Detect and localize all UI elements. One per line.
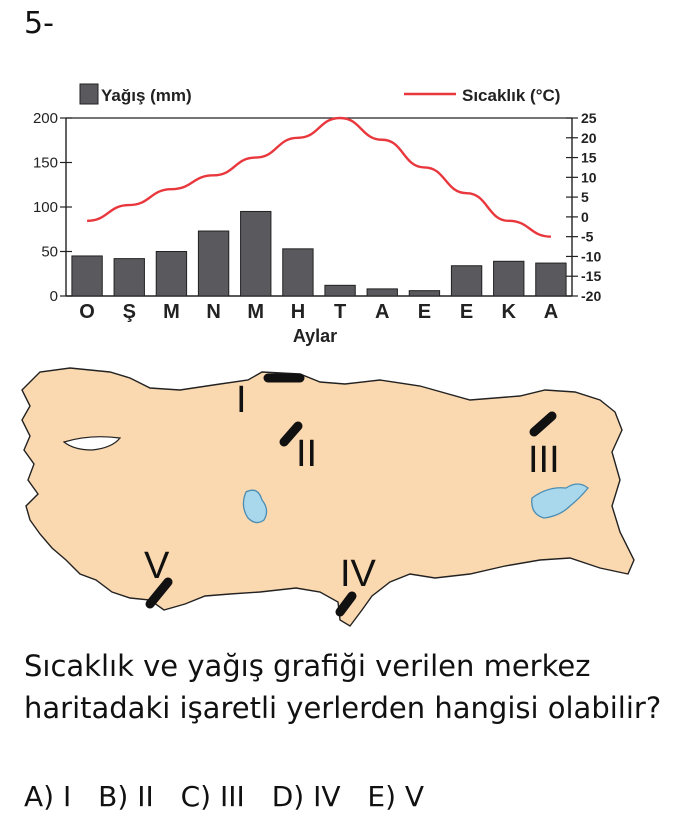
precipitation-bar [240, 210, 272, 297]
question-line-2: haritadaki işaretli yerlerden hangisi ol… [24, 691, 662, 725]
marker-II-label: II [296, 433, 317, 475]
month-label: N [206, 301, 220, 323]
right-tick-label: -5 [581, 229, 594, 245]
option-e[interactable]: E) V [367, 780, 425, 813]
tuz-lake [242, 489, 268, 524]
temperature-line [87, 116, 551, 238]
option-a[interactable]: A) I [24, 780, 72, 813]
left-tick-label: 50 [41, 244, 58, 261]
precipitation-bar [282, 248, 314, 297]
x-axis-title: Aylar [293, 326, 337, 346]
precipitation-bar [71, 255, 103, 297]
right-tick-label: 15 [581, 150, 597, 166]
precipitation-bar [535, 262, 567, 297]
month-label: E [418, 301, 431, 323]
left-tick-label: 200 [33, 110, 58, 127]
legend-temperature-label: Sıcaklık (°C) [462, 86, 560, 105]
chart-legend: Yağış (mm) Sıcaklık (°C) [79, 83, 560, 105]
month-label: O [79, 301, 95, 323]
month-label: M [247, 301, 264, 323]
marker-IV [335, 591, 357, 617]
right-tick-label: -15 [581, 268, 601, 284]
option-d[interactable]: D) IV [271, 780, 341, 813]
van-lake [531, 483, 589, 519]
option-b[interactable]: B) II [98, 780, 154, 813]
precipitation-bar [493, 260, 525, 297]
option-c[interactable]: C) III [180, 780, 245, 813]
marker-II [279, 421, 303, 447]
right-tick-label: -20 [581, 288, 601, 304]
right-tick-label: 0 [581, 209, 589, 225]
precipitation-bar [113, 258, 145, 297]
month-label: K [502, 301, 517, 323]
month-label: T [334, 301, 346, 323]
turkey-landmass [21, 367, 635, 627]
turkey-map: I II III IV V [21, 367, 635, 627]
precipitation-bars [71, 210, 567, 297]
right-tick-label: 20 [581, 130, 597, 146]
left-tick-label: 150 [33, 155, 58, 172]
question-text: Sıcaklık ve yağış grafiği verilen merkez… [24, 645, 674, 729]
climate-chart: 0 50 100 150 200 -20 -15 -10 -5 0 5 10 15 20 25 O Ş M N M H T… [33, 83, 601, 346]
month-label: Ş [123, 301, 136, 323]
legend-precipitation-label: Yağış (mm) [101, 86, 192, 105]
precipitation-bar [324, 284, 356, 297]
marker-IV-label: IV [340, 553, 377, 595]
marker-III-label: III [528, 439, 560, 481]
right-tick-label: 5 [581, 189, 589, 205]
precipitation-bar [366, 288, 398, 297]
right-tick-label: 10 [581, 169, 597, 185]
month-label: E [460, 301, 473, 323]
chart-labels: 0 50 100 150 200 -20 -15 -10 -5 0 5 10 15 20 25 O Ş M N M H T… [33, 110, 601, 346]
marmara-sea [62, 436, 122, 451]
left-tick-label: 100 [33, 199, 58, 216]
marker-V-label: V [144, 545, 170, 587]
month-label: A [375, 301, 389, 323]
precipitation-bar [155, 251, 188, 297]
temperature-curve [87, 116, 551, 238]
chart-axes [60, 117, 578, 297]
answer-options: A) I B) II C) III D) IV E) V [24, 780, 442, 813]
precipitation-bar [408, 290, 441, 297]
month-label: A [544, 301, 558, 323]
legend-bar-swatch [79, 83, 99, 105]
month-label: H [291, 301, 305, 323]
marker-V [145, 577, 173, 609]
right-tick-label: 25 [581, 110, 597, 126]
month-label: M [163, 301, 180, 323]
precipitation-bar [450, 265, 483, 297]
question-line-1: Sıcaklık ve yağış grafiği verilen merkez [24, 649, 591, 683]
marker-III [529, 411, 557, 437]
question-number: 5- [24, 6, 54, 41]
right-tick-label: -10 [581, 248, 601, 264]
marker-I-label: I [236, 379, 247, 421]
precipitation-bar [197, 230, 230, 297]
left-tick-label: 0 [50, 288, 58, 305]
